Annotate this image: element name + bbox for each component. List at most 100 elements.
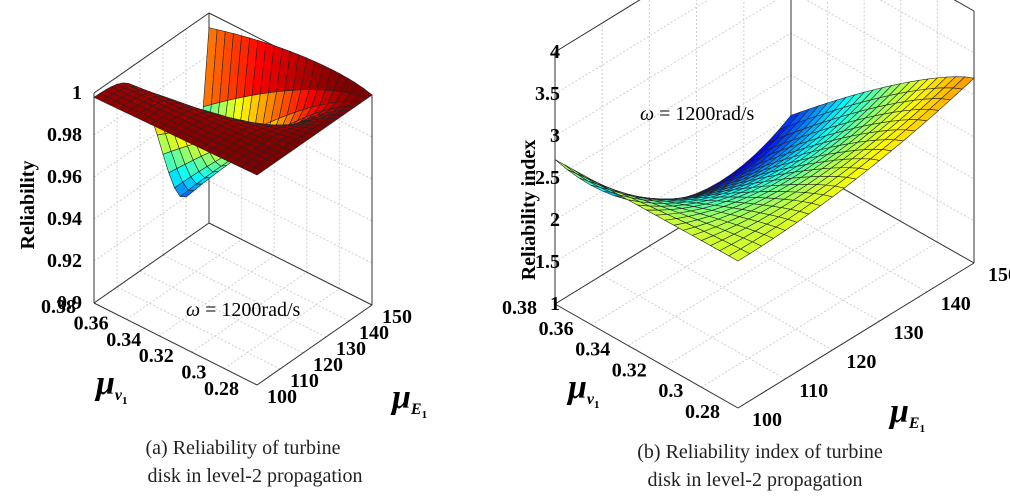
z-tick-label: 0.9 <box>57 292 82 314</box>
gridline <box>93 180 373 264</box>
z-tick-label: 0.96 <box>47 166 82 188</box>
x-tick-label: 150 <box>382 306 412 328</box>
gridline <box>696 216 880 322</box>
panel-b-omega-annotation: ω = 1200rad/s <box>640 103 754 125</box>
panel-a-z-axis-label: Reliability <box>17 161 39 250</box>
surface-patch <box>248 166 264 176</box>
x-tick-label: 130 <box>894 322 924 344</box>
axis-edge <box>554 303 739 409</box>
z-tick-label: 1 <box>550 293 560 315</box>
panel-a-omega-symbol: ω <box>186 299 200 321</box>
x-tick-label: 120 <box>313 354 343 376</box>
gridline <box>191 271 308 353</box>
gridline <box>554 0 975 137</box>
gridline <box>185 238 350 322</box>
panel-a-z-ticks: 0.9 0.92 0.94 0.96 0.98 1 <box>47 82 82 314</box>
panel-a-y-ticks: 0.380.360.340.32 0.30.28 <box>41 296 239 400</box>
z-tick-label: 0.92 <box>47 250 82 272</box>
y-tick-label: 0.3 <box>658 380 683 402</box>
panel-b-x-ticks: 100 110 120 130 140 150 <box>752 264 1010 431</box>
gridline <box>649 245 833 351</box>
panel-b-x-label-sub: E <box>908 415 920 432</box>
x-tick-label: 150 <box>988 264 1010 286</box>
y-tick-label: 0.3 <box>181 362 206 384</box>
axis-edge <box>93 222 210 304</box>
panel-a-x-label-symbol: μ <box>390 379 411 416</box>
surface-patch <box>728 248 751 262</box>
x-tick-label: 110 <box>290 370 319 392</box>
y-tick-label: 0.28 <box>685 401 720 423</box>
gridline <box>664 220 902 367</box>
gridline <box>601 274 786 380</box>
panel-b-caption-line1: (b) Reliability index of turbine <box>637 441 883 463</box>
z-tick-label: 1.5 <box>535 251 560 273</box>
panel-b-omega-symbol: ω <box>640 103 654 125</box>
axis-edge <box>737 262 975 409</box>
panel-b-y-label-symbol: μ <box>566 369 587 406</box>
z-tick-label: 3 <box>550 125 560 147</box>
panel-a-surface <box>93 27 373 198</box>
panel-b-grid <box>554 0 975 409</box>
x-tick-label: 100 <box>752 409 782 431</box>
panel-b-y-ticks: 0.380.360.340.32 0.30.28 <box>502 297 720 423</box>
panel-a-chart: 0.90.920.940.960.981 0.380.360.340.320.3… <box>17 12 427 487</box>
gridline <box>139 270 304 354</box>
panel-a-y-label-subsub: 1 <box>122 395 128 407</box>
panel-b-z-axis-label: Reliability index <box>518 140 540 281</box>
panel-b-y-label-sub: v <box>587 391 595 408</box>
gridline <box>126 238 242 320</box>
gridline <box>116 286 281 370</box>
y-tick-label: 0.34 <box>106 329 141 351</box>
z-tick-label: 3.5 <box>535 83 560 105</box>
y-tick-label: 0.28 <box>204 378 239 400</box>
x-tick-label: 110 <box>799 380 828 402</box>
panel-a-y-label-sub: v <box>115 387 123 404</box>
x-tick-label: 130 <box>336 338 366 360</box>
panel-b-x-label-subsub: 1 <box>920 423 926 435</box>
panel-b-y-label-subsub: 1 <box>594 399 600 411</box>
panel-b-omega-value: = 1200rad/s <box>654 103 754 125</box>
panel-a-omega-annotation: ω = 1200rad/s <box>186 299 300 321</box>
panel-a-x-label-subsub: 1 <box>422 409 428 421</box>
z-tick-label: 2.5 <box>535 167 560 189</box>
axis-edge <box>93 302 258 386</box>
z-tick-label: 0.94 <box>47 208 82 230</box>
panel-b-x-axis-label: μE1 <box>888 393 925 435</box>
panel-a-x-axis-label: μE1 <box>390 379 427 421</box>
panel-a-caption-line1: (a) Reliability of turbine <box>146 437 341 459</box>
panel-b-chart: 11.522.533.54 0.380.360.340.320.30.28 10… <box>502 0 1010 491</box>
gridline <box>162 254 327 338</box>
panel-b-surface <box>554 76 975 262</box>
y-tick-label: 0.38 <box>502 297 537 319</box>
x-tick-label: 140 <box>359 322 389 344</box>
z-tick-label: 1 <box>72 82 82 104</box>
axis-edge <box>93 12 210 94</box>
panel-b-caption-line2: disk in level-2 propagation <box>648 469 863 491</box>
axis-edge <box>953 0 975 12</box>
axis-edge <box>256 304 373 386</box>
x-tick-label: 140 <box>941 293 971 315</box>
panel-a-omega-value: = 1200rad/s <box>200 299 300 321</box>
panel-b-y-axis-label: μv1 <box>566 369 600 411</box>
panel-b-x-label-symbol: μ <box>888 393 909 430</box>
y-tick-label: 0.32 <box>612 359 647 381</box>
x-tick-label: 100 <box>267 386 297 408</box>
axis-edge <box>208 222 373 306</box>
panel-a-y-label-symbol: μ <box>94 365 115 402</box>
z-tick-label: 2 <box>550 209 560 231</box>
x-tick-label: 120 <box>846 351 876 373</box>
y-tick-label: 0.36 <box>539 318 574 340</box>
y-tick-label: 0.34 <box>575 339 610 361</box>
gridline <box>224 288 340 370</box>
gridline <box>554 0 975 95</box>
axis-edge <box>554 0 641 53</box>
panel-a-x-label-sub: E <box>410 401 422 418</box>
gridline <box>701 241 938 388</box>
panel-a-caption-line2: disk in level-2 propagation <box>148 465 363 487</box>
y-tick-label: 0.38 <box>41 296 76 318</box>
panel-a-y-axis-label: μv1 <box>94 365 128 407</box>
z-tick-label: 4 <box>550 41 560 63</box>
y-tick-label: 0.36 <box>74 312 109 334</box>
